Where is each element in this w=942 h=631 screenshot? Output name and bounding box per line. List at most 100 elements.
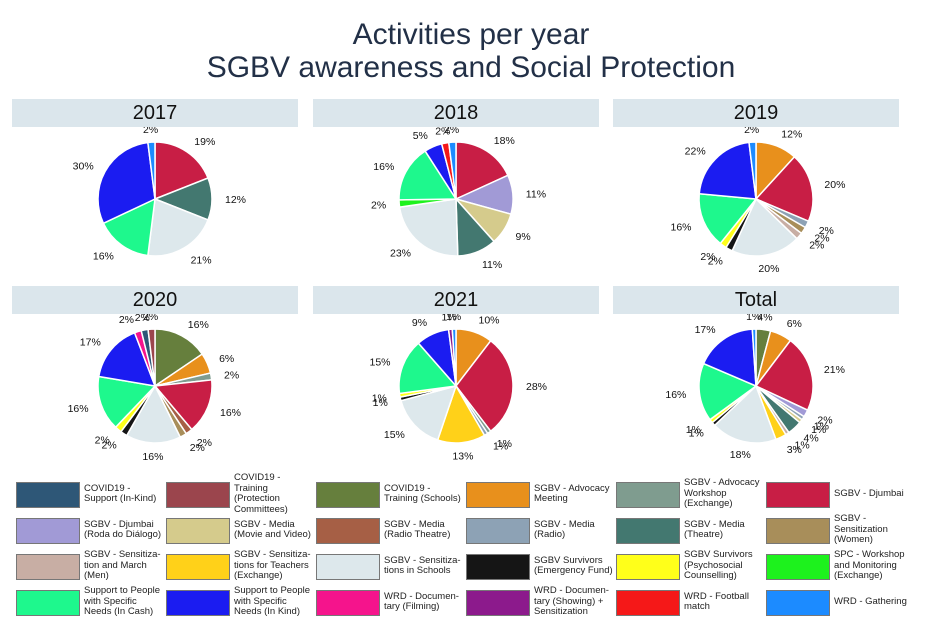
legend-swatch <box>16 590 80 616</box>
pie-data-label: 30% <box>73 160 94 172</box>
legend-swatch <box>16 554 80 580</box>
legend-item-c15: SGBV - Sensitiza-tions in Schools <box>314 548 464 582</box>
pie-data-label: 1% <box>814 421 829 433</box>
pie-data-label: 1% <box>442 314 457 323</box>
pie-data-label: 18% <box>494 135 515 147</box>
pie-slice-c19 <box>698 362 758 421</box>
pie-data-label: 1% <box>372 392 387 404</box>
legend-swatch <box>766 518 830 544</box>
pie-data-label: 11% <box>526 189 546 201</box>
legend-label: COVID19 - Training (Schools) <box>384 482 461 504</box>
pie-data-label: 22% <box>685 145 706 157</box>
legend-item-c12: SGBV - Sensitization (Women) <box>764 512 914 546</box>
pie-data-label: 17% <box>695 324 716 336</box>
legend-label: SGBV - Media (Theatre) <box>684 518 745 540</box>
legend-label: Support to People with Specific Needs (I… <box>234 585 311 618</box>
pie-slice-c6 <box>455 339 514 433</box>
pie-slice-c6 <box>754 155 814 223</box>
pie-chart-2020: 16%6%2%16%2%2%16%2%2%16%17%2% 2%2% <box>68 314 241 463</box>
pie-title-2018: 2018 <box>313 99 599 127</box>
legend-label: SGBV - Sensitiza-tions for Teachers (Exc… <box>234 549 311 582</box>
pie-data-label: 3% <box>787 444 802 456</box>
legend-swatch <box>466 518 530 544</box>
pie-data-label: 2% <box>444 127 459 136</box>
pie-data-label: 6% <box>787 318 802 330</box>
pie-data-label: 2% <box>708 256 723 268</box>
legend-label: SPC - Workshop and Monitoring (Exchange) <box>834 549 905 582</box>
pie-slice-c2 <box>147 328 156 387</box>
pie-data-label: 1% <box>811 424 826 436</box>
pie-panel-2018: 2018 18% 11% 9% 11% 23% 2% 16% 5% 2% 2% <box>313 99 599 279</box>
pie-data-label: 5% <box>413 130 428 142</box>
legend-label: Support to People with Specific Needs (I… <box>84 585 161 618</box>
pie-title-2021: 2021 <box>313 286 599 314</box>
pie-data-label: 2% <box>135 314 150 324</box>
pie-slice-c20 <box>698 141 757 200</box>
legend-item-c5: SGBV - Advocacy Workshop (Exchange) <box>614 476 764 510</box>
pie-slice-c24 <box>451 328 457 387</box>
pie-chart-2021: 10%28%1%1%13%15%1%1%15%9% 1%1% <box>369 314 547 463</box>
pie-data-label: 16% <box>142 451 163 463</box>
legend-item-c13: SGBV - Sensitiza-tion and March (Men) <box>14 548 164 582</box>
legend-item-c1: COVID19 - Support (In-Kind) <box>14 476 164 510</box>
legend-swatch <box>16 482 80 508</box>
legend-item-c22: WRD - Documen-tary (Showing) + Sensitiza… <box>464 584 614 618</box>
pie-data-label: 16% <box>93 251 114 263</box>
pie-data-label: 16% <box>220 407 241 419</box>
pie-data-label: 12% <box>225 194 246 206</box>
pie-data-label: 16% <box>188 319 209 331</box>
pie-slice-c15 <box>713 384 777 444</box>
legend-item-c14: SGBV - Sensitiza-tions for Teachers (Exc… <box>164 548 314 582</box>
pie-data-label: 16% <box>373 161 394 173</box>
legend-swatch <box>166 518 230 544</box>
legend: COVID19 - Support (In-Kind) COVID19 - Tra… <box>14 472 928 626</box>
pie-data-label: 11% <box>482 259 502 271</box>
pie-slice-c15 <box>125 384 182 444</box>
pie-data-label: 2% <box>95 435 110 447</box>
pie-slice-c19 <box>97 375 157 429</box>
legend-label: WRD - Documen-tary (Filming) <box>384 590 459 612</box>
pie-slice-c6 <box>153 379 213 431</box>
pie-data-label: 2% <box>102 440 117 452</box>
pie-data-label: 16% <box>68 403 89 415</box>
legend-item-c8: SGBV - Media (Movie and Video) <box>164 512 314 546</box>
pie-slice-c24 <box>751 328 757 387</box>
pie-panel-total: Total 4% 6% 21% 2% 1% 1% 4% 1% 3% 18% 1% 1% 16% 17% 1% <box>613 286 899 466</box>
pie-data-label: 10% <box>479 315 500 327</box>
legend-swatch <box>766 590 830 616</box>
legend-item-c2: COVID19 - Training (Protection Committee… <box>164 472 314 514</box>
pie-data-label: 2% <box>190 442 205 454</box>
pie-data-label: 1% <box>689 428 704 440</box>
pie-slice-c15 <box>731 197 798 257</box>
pie-slice-c19 <box>398 150 458 201</box>
legend-label: SGBV - Djumbai (Roda do Diálogo) <box>84 518 162 540</box>
pie-data-label: 2% <box>143 314 158 323</box>
legend-label: WRD - Documen-tary (Showing) + Sensitiza… <box>534 585 609 618</box>
pie-data-label: 1% <box>686 424 701 436</box>
legend-item-c11: SGBV - Media (Theatre) <box>614 512 764 546</box>
pie-slice-c20 <box>97 141 156 225</box>
pie-slice-c24 <box>748 141 757 200</box>
legend-label: SGBV - Advocacy Workshop (Exchange) <box>684 477 760 510</box>
legend-swatch <box>166 590 230 616</box>
pie-slice-c20 <box>702 328 757 388</box>
legend-item-c3: COVID19 - Training (Schools) <box>314 476 464 510</box>
pie-slice-c24 <box>147 141 156 200</box>
legend-label: SGBV - Djumbai <box>834 487 904 499</box>
pie-title-total: Total <box>613 286 899 314</box>
pie-slice-c24 <box>447 141 457 200</box>
legend-swatch <box>466 590 530 616</box>
pie-slice-c19 <box>698 192 758 245</box>
legend-swatch <box>766 554 830 580</box>
pie-data-label: 2% <box>371 200 386 212</box>
pie-title-2020: 2020 <box>12 286 298 314</box>
legend-label: SGBV Survivors (Psychosocial Counselling… <box>684 549 753 582</box>
pie-data-label: 2% <box>744 127 759 136</box>
legend-swatch <box>466 482 530 508</box>
pie-data-label: 21% <box>824 364 845 376</box>
legend-item-c20: Support to People with Specific Needs (I… <box>164 584 314 618</box>
pie-data-label: 2% <box>224 369 239 381</box>
legend-swatch <box>316 590 380 616</box>
pie-data-label: 12% <box>781 129 802 141</box>
legend-label: SGBV - Media (Radio Theatre) <box>384 518 451 540</box>
